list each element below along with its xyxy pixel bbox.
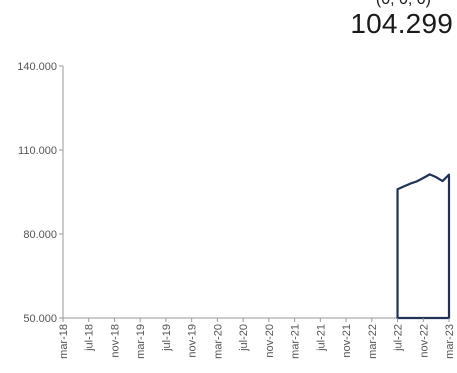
clipped-top-text: (0, 0, 0) [376, 0, 431, 9]
x-tick-label: jul-18 [84, 324, 96, 352]
y-tick-label: 110.000 [18, 145, 57, 157]
chart-marks [396, 173, 451, 320]
x-tick-label: nov-18 [109, 324, 121, 358]
x-tick-label: jul-20 [238, 324, 250, 352]
y-axis-labels: 50.000 80.000 110.000 140.000 [17, 61, 63, 325]
x-tick-label: mar-23 [444, 324, 456, 359]
x-tick-label: nov-19 [187, 324, 199, 358]
x-tick-label: jul-21 [315, 324, 327, 352]
y-tick-label: 140.000 [17, 61, 57, 73]
chart-axes [62, 66, 449, 319]
x-tick-label: nov-21 [341, 324, 353, 358]
x-tick-label: mar-18 [58, 324, 70, 359]
x-tick-label: mar-20 [212, 324, 224, 359]
x-tick-label: jul-19 [161, 324, 173, 352]
y-tick-label: 50.000 [23, 313, 57, 325]
series-area-outline [396, 173, 451, 320]
x-tick-label: jul-22 [393, 324, 405, 352]
x-tick-label: mar-19 [135, 324, 147, 359]
x-tick-label: mar-21 [290, 324, 302, 359]
x-tick-label: mar-22 [367, 324, 379, 359]
x-tick-label: nov-20 [264, 324, 276, 358]
x-axis-labels: mar-18 jul-18 nov-18 mar-19 jul-19 nov-19 mar-… [58, 318, 456, 359]
y-tick-label: 80.000 [23, 229, 57, 241]
x-tick-label: nov-22 [418, 324, 430, 358]
headline-value: 104.299 [350, 8, 453, 39]
